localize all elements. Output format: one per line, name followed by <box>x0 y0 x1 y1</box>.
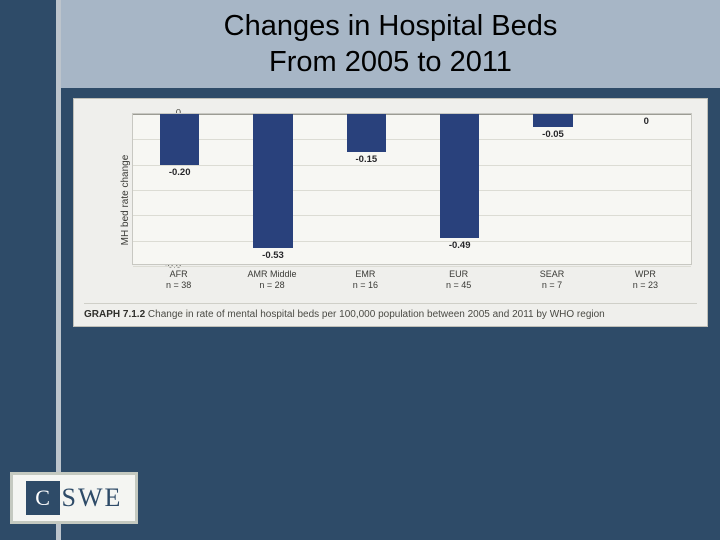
bar-value-label: -0.05 <box>542 129 564 140</box>
bar-value-label: 0 <box>644 116 649 127</box>
chart-plot: -0.20 -0.53 -0.15 -0.49 -0.05 0 <box>132 113 692 265</box>
gridline <box>133 139 691 140</box>
gridline <box>133 266 691 267</box>
caption-lead: GRAPH 7.1.2 <box>84 309 145 320</box>
logo: C SWE <box>10 472 138 524</box>
gridline <box>133 190 691 191</box>
bar <box>253 114 292 248</box>
bar <box>347 114 386 152</box>
content-area: MH bed rate change 0-0.1-0.2-0.3-0.4-0.5… <box>61 88 720 468</box>
x-category-label: EURn = 45 <box>446 269 471 291</box>
slide: Changes in Hospital BedsFrom 2005 to 201… <box>0 0 720 540</box>
y-axis-label: MH bed rate change <box>120 155 131 246</box>
x-category-label: AMR Middlen = 28 <box>247 269 296 291</box>
chart-caption: GRAPH 7.1.2 Change in rate of mental hos… <box>84 303 697 320</box>
x-category-label: AFRn = 38 <box>166 269 191 291</box>
x-category-label: SEARn = 7 <box>540 269 565 291</box>
baseline <box>133 114 691 115</box>
gridline <box>133 241 691 242</box>
bar-value-label: -0.15 <box>356 154 378 165</box>
bar <box>533 114 572 127</box>
gridline <box>133 215 691 216</box>
caption-text: Change in rate of mental hospital beds p… <box>148 309 605 320</box>
bar <box>160 114 199 165</box>
logo-square: C <box>26 481 60 515</box>
logo-inner: C SWE <box>26 481 123 515</box>
bar-value-label: -0.49 <box>449 240 471 251</box>
chart-card: MH bed rate change 0-0.1-0.2-0.3-0.4-0.5… <box>73 98 708 327</box>
bar-value-label: -0.53 <box>262 250 284 261</box>
bar <box>440 114 479 238</box>
chart-plot-wrap: MH bed rate change 0-0.1-0.2-0.3-0.4-0.5… <box>84 109 697 291</box>
logo-rest: SWE <box>60 483 123 513</box>
x-labels: AFRn = 38 AMR Middlen = 28 EMRn = 16 EURn =… <box>132 269 692 295</box>
x-category-label: WPRn = 23 <box>633 269 658 291</box>
title-bar: Changes in Hospital BedsFrom 2005 to 201… <box>61 0 720 88</box>
page-title: Changes in Hospital BedsFrom 2005 to 201… <box>224 8 558 81</box>
sidebar <box>0 0 56 540</box>
gridline <box>133 165 691 166</box>
bar-value-label: -0.20 <box>169 167 191 178</box>
x-category-label: EMRn = 16 <box>353 269 378 291</box>
